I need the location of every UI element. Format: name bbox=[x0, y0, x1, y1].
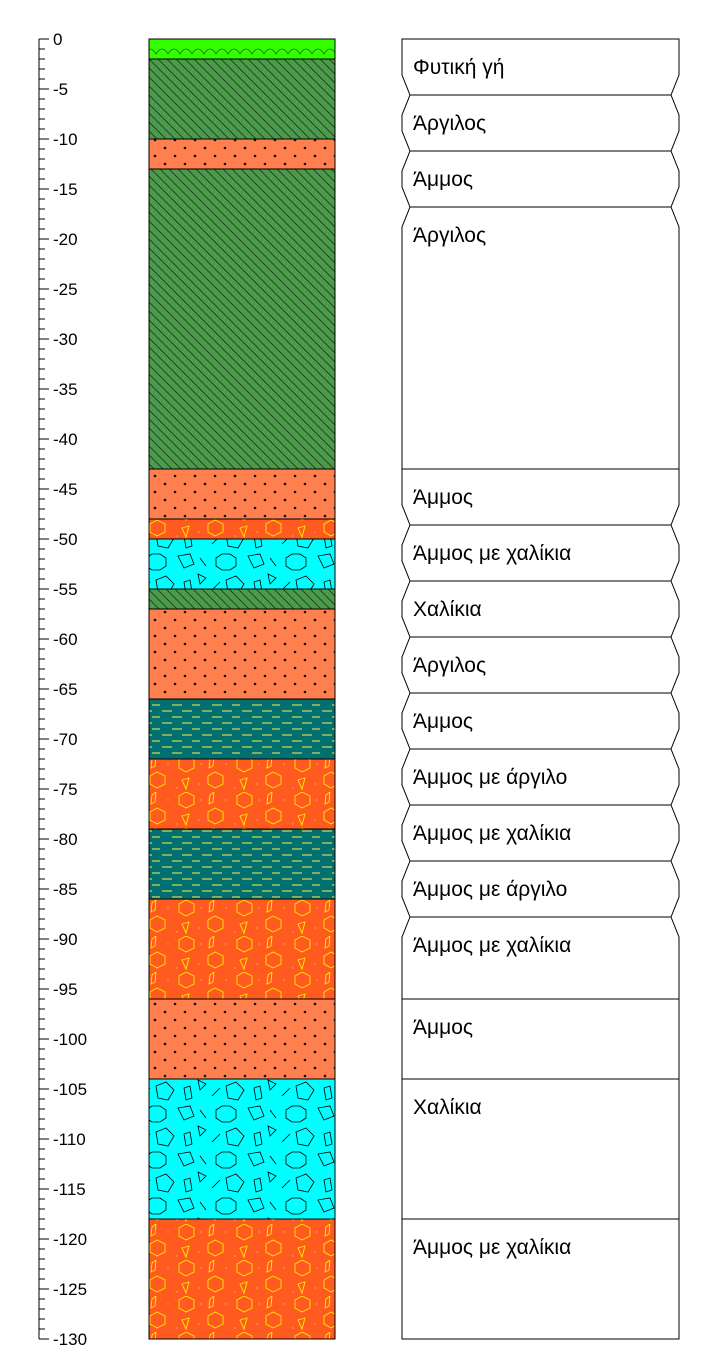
depth-tick-label: -95 bbox=[53, 980, 78, 999]
description-label: Άμμος με άργιλο bbox=[413, 878, 567, 901]
depth-tick-label: -30 bbox=[53, 330, 78, 349]
depth-tick-label: -100 bbox=[53, 1030, 87, 1049]
depth-tick-label: -120 bbox=[53, 1230, 87, 1249]
depth-tick-label: -80 bbox=[53, 830, 78, 849]
depth-tick-label: -65 bbox=[53, 680, 78, 699]
depth-scale: 0 -5 -10 -15 -20 -25 -30 -35 -40 -45 -50 -55 -60 -65 -… bbox=[38, 30, 87, 1349]
depth-tick-label: -45 bbox=[53, 480, 78, 499]
depth-tick-label: -20 bbox=[53, 230, 78, 249]
description-box: Άμμος με άργιλο bbox=[401, 860, 680, 918]
description-frame bbox=[401, 1218, 680, 1340]
description-box: Άμμος με χαλίκια bbox=[401, 1218, 680, 1340]
description-label: Άμμος με άργιλο bbox=[413, 766, 567, 789]
depth-tick-label: -70 bbox=[53, 730, 78, 749]
depth-tick-label: -130 bbox=[53, 1330, 87, 1349]
description-box: Χαλίκια bbox=[401, 580, 680, 638]
depth-tick-label: -105 bbox=[53, 1080, 87, 1099]
description-label: Άμμος με χαλίκια bbox=[413, 822, 571, 845]
description-label: Άργιλος bbox=[413, 224, 486, 247]
description-box: Άμμος με χαλίκια bbox=[401, 804, 680, 862]
depth-tick-label: -40 bbox=[53, 430, 78, 449]
depth-tick-label: -10 bbox=[53, 130, 78, 149]
description-box: Άμμος με άργιλο bbox=[401, 748, 680, 806]
soil-layer-sand-gravel bbox=[148, 1218, 336, 1340]
depth-tick-label: -15 bbox=[53, 180, 78, 199]
description-panel: Φυτική γή Άργιλος Άμμος Άργιλος Άμμος Άμμος μ… bbox=[401, 38, 680, 1340]
description-box: Φυτική γή bbox=[401, 38, 680, 96]
description-label: Φυτική γή bbox=[413, 56, 504, 79]
description-label: Άμμος bbox=[413, 168, 473, 191]
soil-layer-sand-gravel bbox=[148, 898, 336, 1000]
description-box: Χαλίκια bbox=[401, 1078, 680, 1220]
description-label: Άμμος bbox=[413, 1016, 473, 1039]
soil-layer-sand bbox=[148, 468, 336, 520]
soil-layer-gravel bbox=[148, 538, 336, 590]
description-label: Άμμος με χαλίκια bbox=[413, 934, 571, 957]
description-box: Άργιλος bbox=[401, 206, 680, 470]
description-box: Άμμος με χαλίκια bbox=[401, 916, 680, 1000]
soil-layer-sand bbox=[148, 608, 336, 700]
soil-layer-sand bbox=[148, 138, 336, 170]
description-label: Άμμος bbox=[413, 710, 473, 733]
description-box: Άμμος bbox=[401, 468, 680, 526]
description-box: Άμμος bbox=[401, 692, 680, 750]
depth-tick-label: -55 bbox=[53, 580, 78, 599]
depth-tick-label: -75 bbox=[53, 780, 78, 799]
depth-tick-label: -50 bbox=[53, 530, 78, 549]
description-box: Άμμος bbox=[401, 150, 680, 208]
depth-tick-label: -5 bbox=[53, 80, 68, 99]
soil-layer-sand-gravel bbox=[148, 758, 336, 830]
depth-tick-label: -115 bbox=[53, 1180, 86, 1199]
depth-tick-label: -60 bbox=[53, 630, 78, 649]
soil-layer-sand bbox=[148, 998, 336, 1080]
depth-tick-label: -35 bbox=[53, 380, 78, 399]
description-label: Άμμος bbox=[413, 486, 473, 509]
description-box: Άμμος bbox=[401, 998, 680, 1080]
description-box: Άμμος με χαλίκια bbox=[401, 524, 680, 582]
description-label: Χαλίκια bbox=[413, 1096, 482, 1119]
soil-layer-clayey-sand bbox=[148, 698, 336, 760]
soil-layer-clay bbox=[148, 588, 336, 610]
depth-tick-label: -110 bbox=[53, 1130, 86, 1149]
soil-layer-clayey-sand bbox=[148, 828, 336, 900]
description-label: Χαλίκια bbox=[413, 598, 482, 621]
depth-tick-label: -85 bbox=[53, 880, 78, 899]
soil-layer-sand-gravel bbox=[148, 518, 336, 540]
depth-tick-label: 0 bbox=[53, 30, 62, 49]
depth-tick-label: -90 bbox=[53, 930, 78, 949]
description-frame bbox=[401, 998, 680, 1080]
soil-layer-topsoil bbox=[148, 38, 336, 60]
soil-layer-clay bbox=[148, 58, 336, 140]
description-label: Άργιλος bbox=[413, 654, 486, 677]
description-frame bbox=[401, 916, 680, 1000]
description-box: Άργιλος bbox=[401, 94, 680, 152]
description-label: Άμμος με χαλίκια bbox=[413, 542, 571, 565]
description-label: Άργιλος bbox=[413, 112, 486, 135]
soil-layer-clay bbox=[148, 168, 336, 470]
description-box: Άργιλος bbox=[401, 636, 680, 694]
soil-column bbox=[148, 38, 336, 1340]
description-label: Άμμος με χαλίκια bbox=[413, 1236, 571, 1259]
soil-layer-gravel bbox=[148, 1078, 336, 1220]
depth-tick-label: -125 bbox=[53, 1280, 87, 1299]
depth-tick-label: -25 bbox=[53, 280, 78, 299]
